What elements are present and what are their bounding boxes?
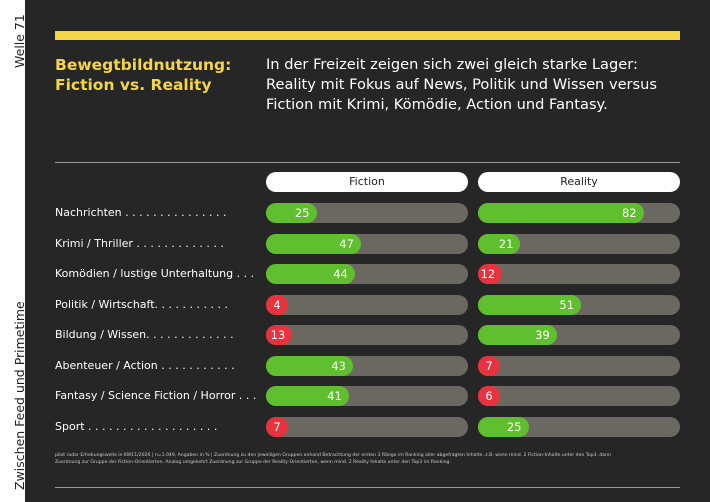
bar: 25 [478, 416, 529, 437]
title-line-2: Fiction vs. Reality [55, 76, 212, 94]
category-label: Sport . . . . . . . . . . . . . . . . . … [55, 419, 218, 433]
bar-track-reality: 12 [478, 264, 680, 284]
data-label: 4 [273, 297, 281, 312]
bar: 82 [478, 203, 644, 223]
bar-track-fiction: 4 [266, 294, 468, 315]
data-label: 7 [273, 419, 281, 434]
category-label: Krimi / Thriller . . . . . . . . . . . .… [55, 236, 224, 250]
bar-track-fiction: 41 [266, 386, 468, 406]
bar-track-fiction: 13 [266, 325, 468, 345]
data-label: 51 [559, 297, 575, 312]
column-header-reality: Reality [478, 172, 680, 192]
data-label: 13 [270, 328, 286, 342]
data-label: 21 [498, 236, 514, 251]
data-label: 6 [485, 389, 493, 403]
data-label: 44 [333, 267, 348, 281]
bar-track-reality: 39 [478, 325, 680, 345]
bar: 25 [266, 203, 317, 223]
footnote: pilot radar Erhebungswelle in KW11/2026 … [55, 453, 611, 465]
category-label: Komödien / lustige Unterhaltung . . . [55, 267, 255, 280]
data-label: 25 [294, 206, 310, 220]
data-label: 39 [535, 328, 550, 342]
bar: 43 [266, 355, 353, 376]
divider-bottom [55, 487, 680, 488]
lead-text: In der Freizeit zeigen sich zwei gleich … [266, 56, 658, 113]
data-label: 41 [327, 389, 342, 403]
bar: 47 [266, 233, 361, 254]
bar-track-reality: 25 [478, 416, 680, 437]
bar-track-fiction: 47 [266, 233, 468, 254]
column-header-fiction: Fiction [266, 172, 468, 192]
data-label: 25 [506, 419, 522, 434]
bar-track-fiction: 25 [266, 203, 468, 223]
bar-track-reality: 6 [478, 386, 680, 406]
category-label: Politik / Wirtschaft. . . . . . . . . . … [55, 297, 228, 311]
sidebar: Welle 71 Zwischen Feed und Primetime [0, 0, 27, 502]
bar: 41 [266, 386, 349, 406]
bar: 21 [478, 233, 521, 254]
divider-top [55, 162, 680, 163]
bar-track-reality: 7 [478, 355, 680, 376]
category-label: Bildung / Wissen. . . . . . . . . . . . … [55, 328, 234, 341]
page-title: Bewegtbildnutzung: Fiction vs. Reality [55, 55, 231, 95]
bar: 44 [266, 264, 355, 284]
bar: 39 [478, 325, 557, 345]
data-label: 12 [480, 267, 496, 281]
category-label: Nachrichten . . . . . . . . . . . . . . … [55, 206, 227, 219]
category-label: Abenteuer / Action . . . . . . . . . . . [55, 358, 235, 372]
bar-track-fiction: 43 [266, 355, 468, 376]
bar-track-reality: 51 [478, 294, 680, 315]
bar-track-fiction: 7 [266, 416, 468, 437]
bar: 4 [266, 294, 288, 315]
title-line-1: Bewegtbildnutzung: [55, 56, 232, 74]
bar-track-fiction: 44 [266, 264, 468, 284]
bar: 13 [266, 325, 293, 345]
bar: 51 [478, 294, 582, 315]
bar: 12 [478, 264, 503, 284]
data-label: 47 [339, 236, 354, 251]
data-label: 7 [485, 358, 493, 373]
bar-track-reality: 21 [478, 233, 680, 254]
category-label: Fantasy / Science Fiction / Horror . . . [55, 389, 257, 402]
accent-bar [55, 31, 680, 40]
bar-track-reality: 82 [478, 203, 680, 223]
bar: 7 [266, 416, 288, 437]
bar: 6 [478, 386, 500, 406]
data-label: 82 [621, 206, 637, 220]
bar: 7 [478, 355, 500, 376]
data-label: 43 [331, 358, 346, 373]
